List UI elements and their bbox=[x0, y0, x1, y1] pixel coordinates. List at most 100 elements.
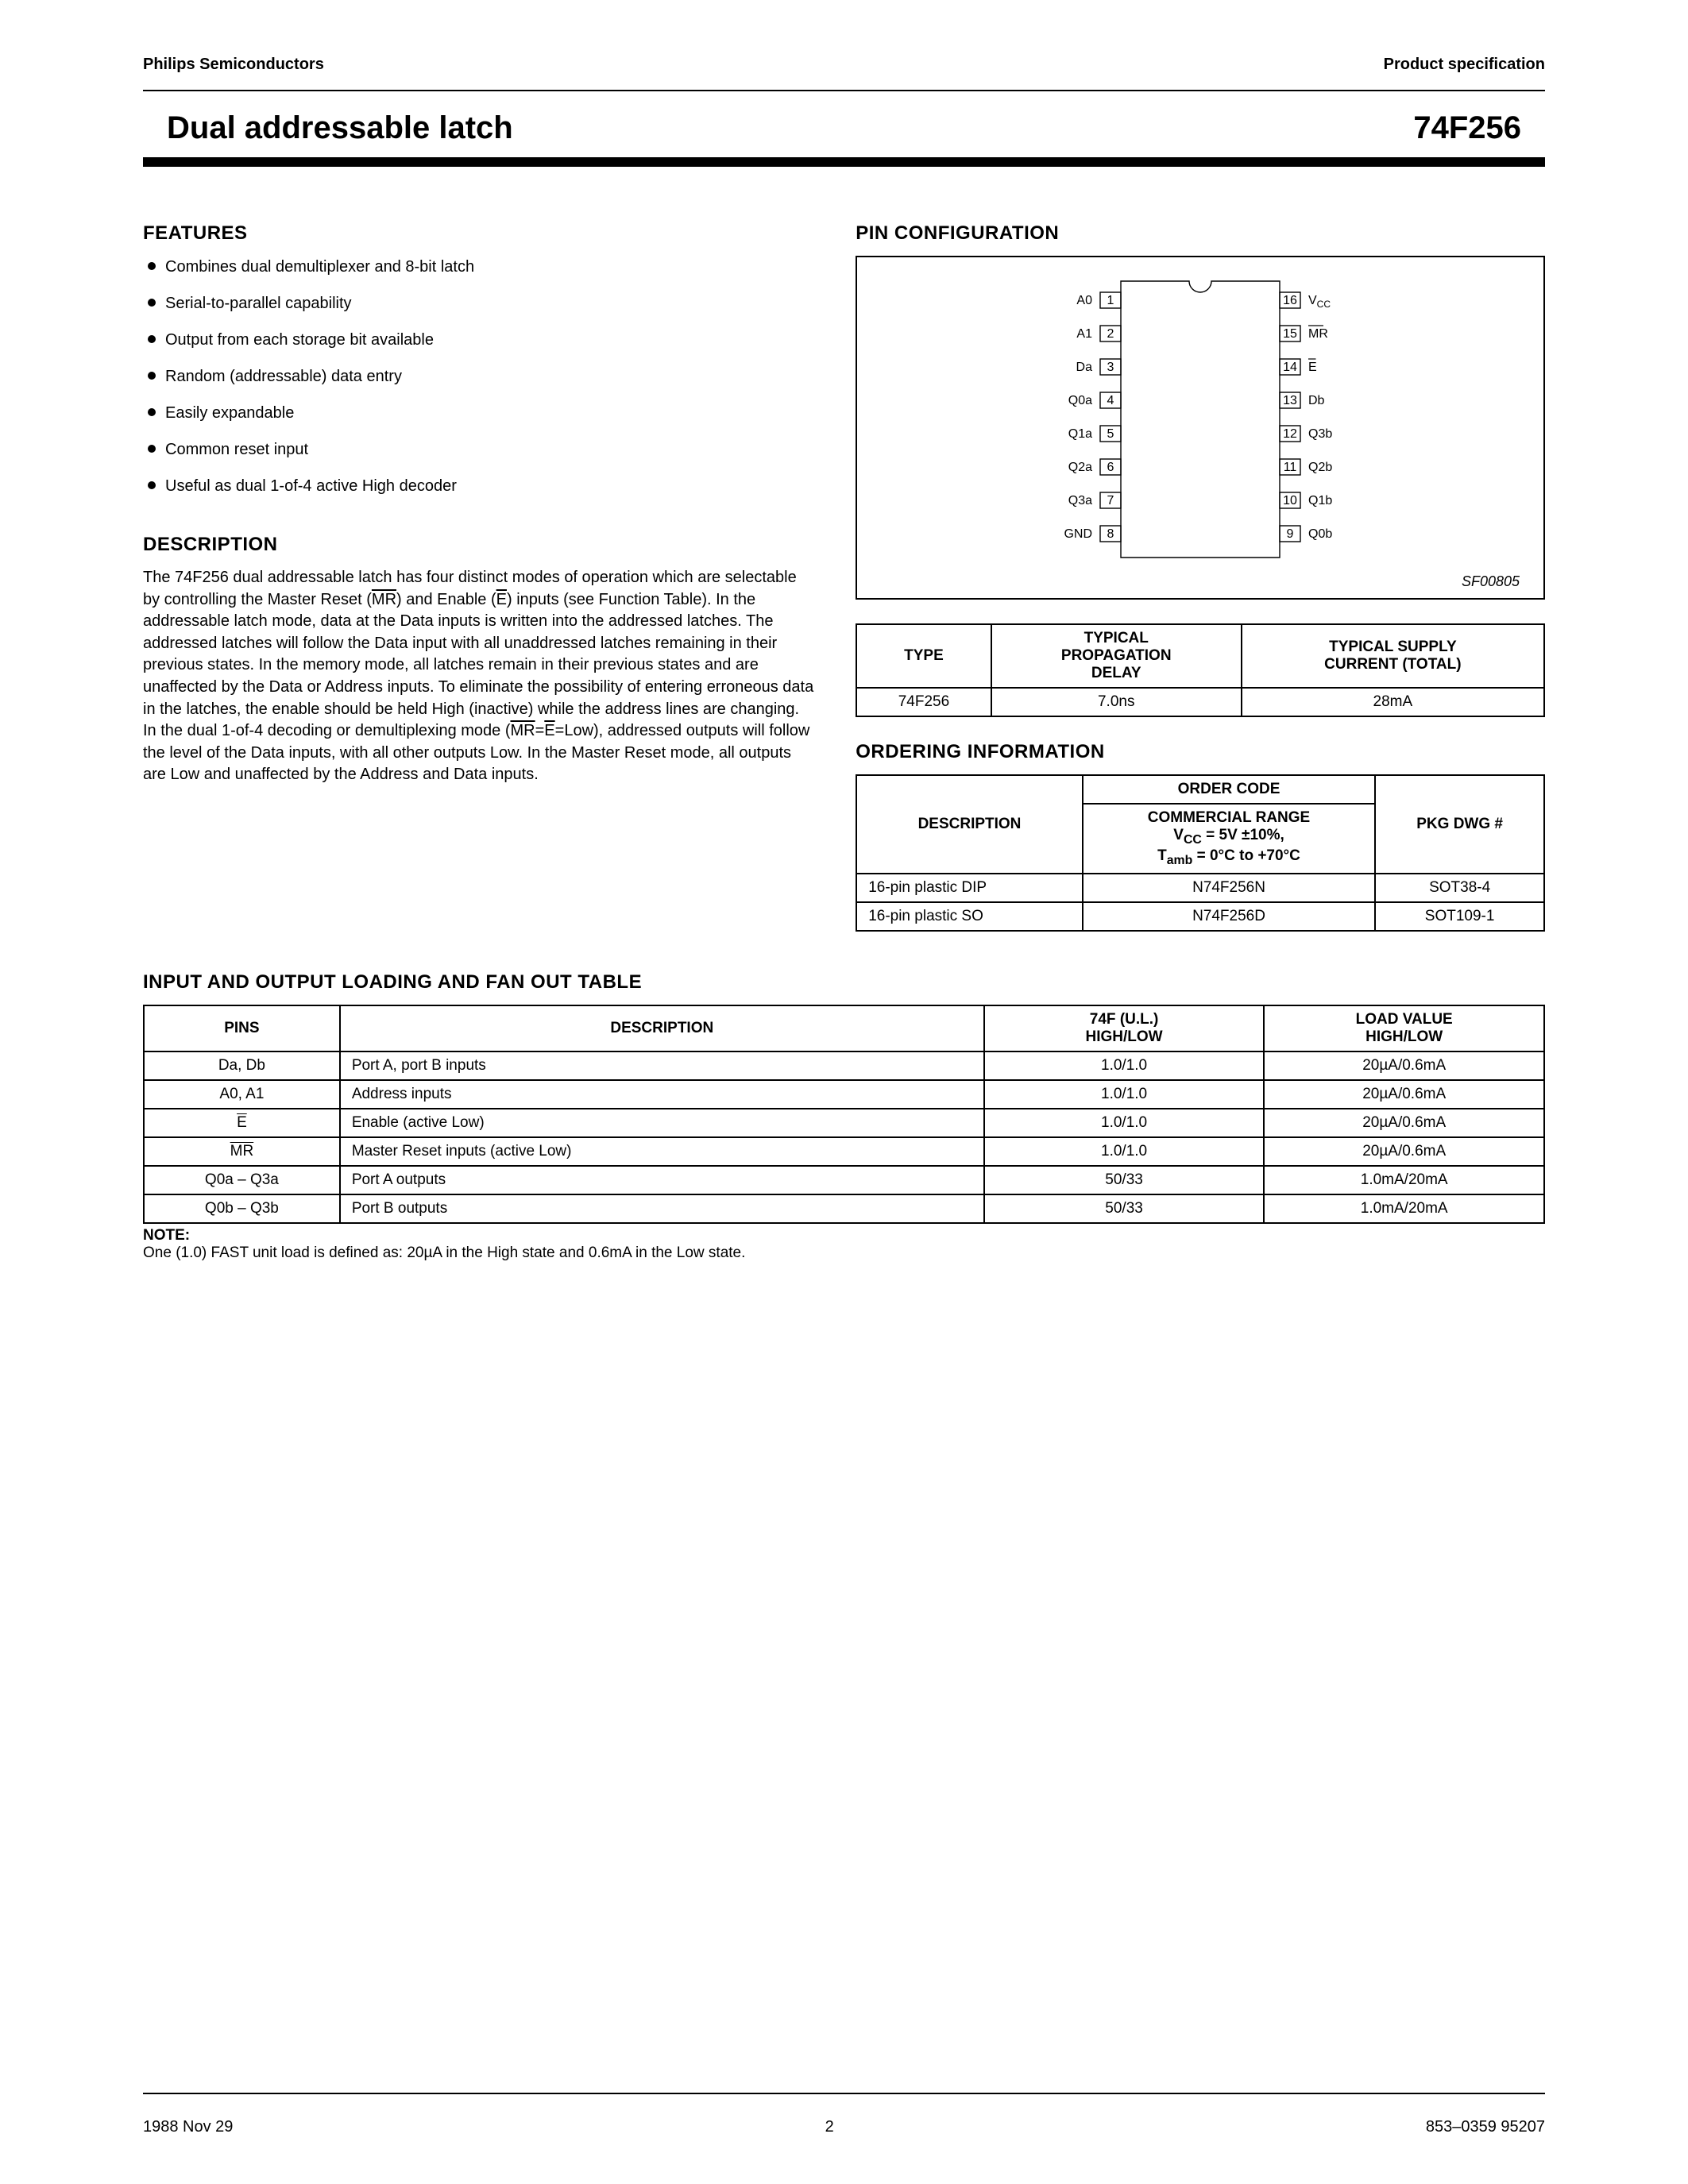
ordering-table: DESCRIPTION ORDER CODE PKG DWG # COMMERC… bbox=[856, 774, 1545, 932]
fanout-ul: 1.0/1.0 bbox=[984, 1080, 1265, 1109]
title-row: Dual addressable latch 74F256 bbox=[143, 96, 1545, 157]
svg-text:12: 12 bbox=[1283, 427, 1297, 441]
fanout-row: Da, DbPort A, port B inputs1.0/1.020µA/0… bbox=[144, 1051, 1544, 1080]
typical-table: TYPETYPICALPROPAGATIONDELAYTYPICAL SUPPL… bbox=[856, 623, 1545, 717]
svg-text:14: 14 bbox=[1283, 361, 1297, 374]
fanout-desc: Enable (active Low) bbox=[340, 1109, 984, 1137]
fanout-pins: Da, Db bbox=[144, 1051, 340, 1080]
fanout-desc: Port A, port B inputs bbox=[340, 1051, 984, 1080]
ordering-heading: ORDERING INFORMATION bbox=[856, 741, 1545, 763]
fanout-header: 74F (U.L.)HIGH/LOW bbox=[984, 1005, 1265, 1051]
typical-header: TYPICAL SUPPLYCURRENT (TOTAL) bbox=[1242, 624, 1544, 688]
fanout-load: 20µA/0.6mA bbox=[1264, 1051, 1544, 1080]
svg-text:Q2a: Q2a bbox=[1068, 461, 1092, 474]
fanout-section: INPUT AND OUTPUT LOADING AND FAN OUT TAB… bbox=[143, 971, 1545, 1262]
svg-text:GND: GND bbox=[1064, 527, 1093, 541]
doc-type: Product specification bbox=[1384, 56, 1545, 74]
rule-thick bbox=[143, 157, 1545, 167]
svg-text:7: 7 bbox=[1107, 494, 1114, 507]
company-name: Philips Semiconductors bbox=[143, 56, 324, 74]
fanout-load: 1.0mA/20mA bbox=[1264, 1166, 1544, 1194]
fanout-ul: 50/33 bbox=[984, 1166, 1265, 1194]
fanout-ul: 50/33 bbox=[984, 1194, 1265, 1223]
fanout-row: EEnable (active Low)1.0/1.020µA/0.6mA bbox=[144, 1109, 1544, 1137]
svg-text:1: 1 bbox=[1107, 294, 1114, 307]
fanout-header: DESCRIPTION bbox=[340, 1005, 984, 1051]
ordering-row: 16-pin plastic DIPN74F256NSOT38-4 bbox=[856, 874, 1544, 902]
ordering-cell: SOT109-1 bbox=[1375, 902, 1544, 931]
svg-text:Q0b: Q0b bbox=[1308, 527, 1332, 541]
ordering-cell: SOT38-4 bbox=[1375, 874, 1544, 902]
fanout-table: PINSDESCRIPTION74F (U.L.)HIGH/LOWLOAD VA… bbox=[143, 1005, 1545, 1224]
note-label: NOTE: bbox=[143, 1227, 1545, 1244]
svg-text:15: 15 bbox=[1283, 327, 1297, 341]
typical-cell: 7.0ns bbox=[991, 688, 1242, 716]
typical-cell: 74F256 bbox=[856, 688, 991, 716]
pin-diagram-box: 1A02A13Da4Q0a5Q1a6Q2a7Q3a8GND16VCC15MR14… bbox=[856, 256, 1545, 600]
description-text: The 74F256 dual addressable latch has fo… bbox=[143, 567, 816, 786]
fanout-pins: MR bbox=[144, 1137, 340, 1166]
ordering-pkg-header: PKG DWG # bbox=[1375, 775, 1544, 874]
ordering-row: 16-pin plastic SON74F256DSOT109-1 bbox=[856, 902, 1544, 931]
fanout-desc: Address inputs bbox=[340, 1080, 984, 1109]
fanout-load: 20µA/0.6mA bbox=[1264, 1109, 1544, 1137]
fanout-desc: Port B outputs bbox=[340, 1194, 984, 1223]
features-section: FEATURES Combines dual demultiplexer and… bbox=[143, 222, 816, 497]
svg-text:Q1b: Q1b bbox=[1308, 494, 1332, 507]
svg-text:A1: A1 bbox=[1077, 327, 1093, 341]
footer-page: 2 bbox=[825, 2118, 834, 2136]
description-section: DESCRIPTION The 74F256 dual addressable … bbox=[143, 534, 816, 786]
feature-item: Combines dual demultiplexer and 8-bit la… bbox=[148, 256, 816, 278]
fanout-pins: Q0b – Q3b bbox=[144, 1194, 340, 1223]
svg-text:9: 9 bbox=[1287, 527, 1294, 541]
content-columns: FEATURES Combines dual demultiplexer and… bbox=[143, 222, 1545, 940]
svg-text:10: 10 bbox=[1283, 494, 1297, 507]
fanout-row: Q0a – Q3aPort A outputs50/331.0mA/20mA bbox=[144, 1166, 1544, 1194]
svg-text:Q3a: Q3a bbox=[1068, 494, 1092, 507]
feature-item: Output from each storage bit available bbox=[148, 329, 816, 351]
svg-text:Db: Db bbox=[1308, 394, 1325, 407]
fanout-desc: Port A outputs bbox=[340, 1166, 984, 1194]
ordering-cell: N74F256D bbox=[1083, 902, 1375, 931]
fanout-desc: Master Reset inputs (active Low) bbox=[340, 1137, 984, 1166]
fanout-header: PINS bbox=[144, 1005, 340, 1051]
svg-text:8: 8 bbox=[1107, 527, 1114, 541]
ordering-cell: N74F256N bbox=[1083, 874, 1375, 902]
svg-text:Q3b: Q3b bbox=[1308, 427, 1332, 441]
footer-code: 853–0359 95207 bbox=[1426, 2118, 1545, 2136]
svg-text:Q1a: Q1a bbox=[1068, 427, 1092, 441]
product-title: Dual addressable latch bbox=[167, 110, 513, 146]
fanout-ul: 1.0/1.0 bbox=[984, 1137, 1265, 1166]
typical-header: TYPICALPROPAGATIONDELAY bbox=[991, 624, 1242, 688]
svg-text:16: 16 bbox=[1283, 294, 1297, 307]
rule-top-thin bbox=[143, 90, 1545, 91]
feature-item: Serial-to-parallel capability bbox=[148, 292, 816, 314]
svg-text:Q2b: Q2b bbox=[1308, 461, 1332, 474]
svg-text:2: 2 bbox=[1107, 327, 1114, 341]
svg-text:A0: A0 bbox=[1077, 294, 1093, 307]
svg-text:13: 13 bbox=[1283, 394, 1297, 407]
left-column: FEATURES Combines dual demultiplexer and… bbox=[143, 222, 816, 940]
ordering-cell: 16-pin plastic SO bbox=[856, 902, 1083, 931]
ordering-commercial-header: COMMERCIAL RANGEVCC = 5V ±10%,Tamb = 0°C… bbox=[1083, 804, 1375, 874]
right-column: PIN CONFIGURATION 1A02A13Da4Q0a5Q1a6Q2a7… bbox=[856, 222, 1545, 940]
fanout-pins: A0, A1 bbox=[144, 1080, 340, 1109]
part-number: 74F256 bbox=[1413, 110, 1521, 146]
fanout-pins: Q0a – Q3a bbox=[144, 1166, 340, 1194]
datasheet-page: Philips Semiconductors Product specifica… bbox=[0, 0, 1688, 2184]
typical-cell: 28mA bbox=[1242, 688, 1544, 716]
feature-item: Easily expandable bbox=[148, 402, 816, 424]
ordering-cell: 16-pin plastic DIP bbox=[856, 874, 1083, 902]
fanout-pins: E bbox=[144, 1109, 340, 1137]
fanout-load: 20µA/0.6mA bbox=[1264, 1137, 1544, 1166]
description-heading: DESCRIPTION bbox=[143, 534, 816, 556]
fanout-header: LOAD VALUEHIGH/LOW bbox=[1264, 1005, 1544, 1051]
fanout-row: A0, A1Address inputs1.0/1.020µA/0.6mA bbox=[144, 1080, 1544, 1109]
fanout-ul: 1.0/1.0 bbox=[984, 1051, 1265, 1080]
fanout-heading: INPUT AND OUTPUT LOADING AND FAN OUT TAB… bbox=[143, 971, 1545, 994]
ordering-desc-header: DESCRIPTION bbox=[856, 775, 1083, 874]
svg-text:11: 11 bbox=[1284, 461, 1297, 474]
feature-item: Useful as dual 1-of-4 active High decode… bbox=[148, 475, 816, 497]
sf-id: SF00805 bbox=[873, 573, 1528, 590]
fanout-row: MRMaster Reset inputs (active Low)1.0/1.… bbox=[144, 1137, 1544, 1166]
